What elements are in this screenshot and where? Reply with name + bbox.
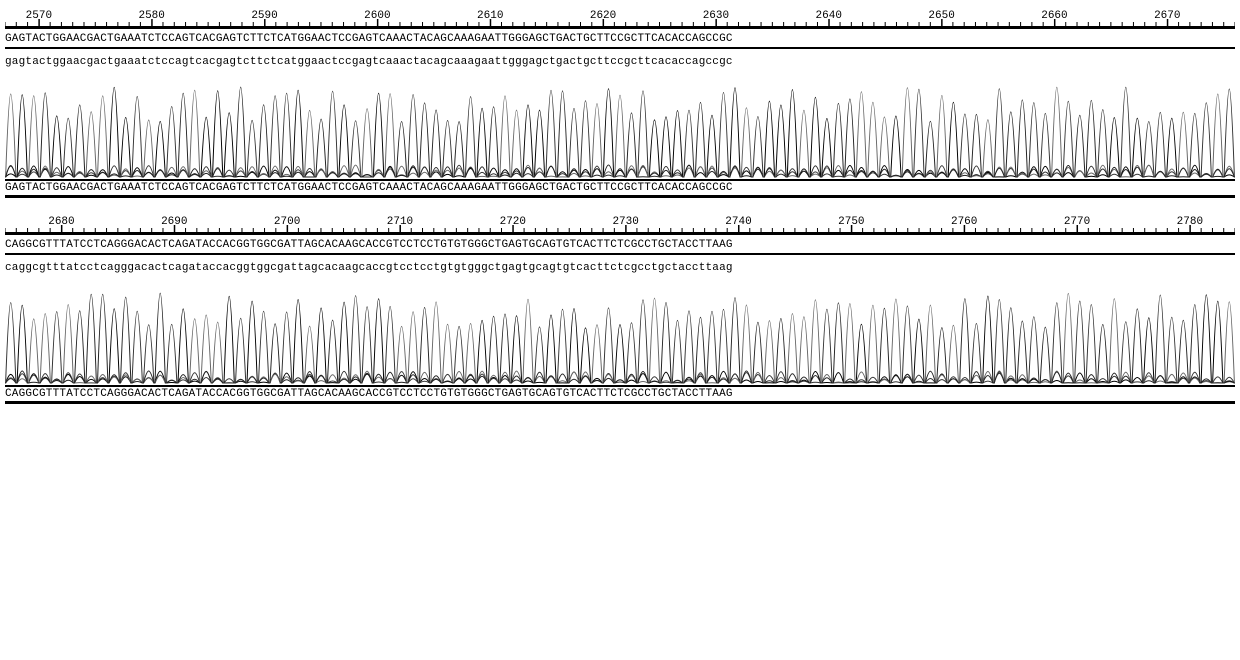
chromatogram-trace (5, 285, 1235, 385)
svg-text:2600: 2600 (364, 10, 390, 22)
svg-text:2680: 2680 (48, 216, 74, 228)
called-sequence: GAGTACTGGAACGACTGAAATCTCCAGTCACGAGTCTTCT… (5, 179, 1235, 198)
chromatogram-trace (5, 79, 1235, 179)
position-ruler: 2570 2580 2590 2600 2610 2620 2630 2640 2650 2660… (5, 10, 1235, 30)
svg-text:2630: 2630 (703, 10, 729, 22)
svg-text:2730: 2730 (612, 216, 638, 228)
svg-text:2570: 2570 (26, 10, 52, 22)
svg-text:2780: 2780 (1177, 216, 1203, 228)
svg-text:2770: 2770 (1064, 216, 1090, 228)
query-sequence: gagtactggaacgactgaaatctccagtcacgagtcttct… (5, 55, 1235, 69)
sequence-panel: 2570 2580 2590 2600 2610 2620 2630 2640 2650 2660… (5, 10, 1235, 198)
svg-text:2590: 2590 (251, 10, 277, 22)
called-sequence: CAGGCGTTTATCCTCAGGGACACTCAGATACCACGGTGGC… (5, 385, 1235, 404)
reference-sequence: CAGGCGTTTATCCTCAGGGACACTCAGATACCACGGTGGC… (5, 238, 1235, 255)
svg-text:2760: 2760 (951, 216, 977, 228)
svg-text:2750: 2750 (838, 216, 864, 228)
svg-text:2720: 2720 (500, 216, 526, 228)
svg-text:2660: 2660 (1041, 10, 1067, 22)
position-ruler: 2680 2690 2700 2710 2720 2730 2740 2750 2760 2770… (5, 216, 1235, 236)
svg-text:2670: 2670 (1154, 10, 1180, 22)
svg-text:2740: 2740 (725, 216, 751, 228)
svg-text:2690: 2690 (161, 216, 187, 228)
svg-text:2610: 2610 (477, 10, 503, 22)
svg-text:2710: 2710 (387, 216, 413, 228)
sequence-panel: 2680 2690 2700 2710 2720 2730 2740 2750 2760 2770… (5, 216, 1235, 404)
svg-text:2650: 2650 (928, 10, 954, 22)
svg-text:2640: 2640 (816, 10, 842, 22)
svg-text:2620: 2620 (590, 10, 616, 22)
svg-text:2700: 2700 (274, 216, 300, 228)
svg-text:2580: 2580 (138, 10, 164, 22)
query-sequence: caggcgtttatcctcagggacactcagataccacggtggc… (5, 261, 1235, 275)
reference-sequence: GAGTACTGGAACGACTGAAATCTCCAGTCACGAGTCTTCT… (5, 32, 1235, 49)
